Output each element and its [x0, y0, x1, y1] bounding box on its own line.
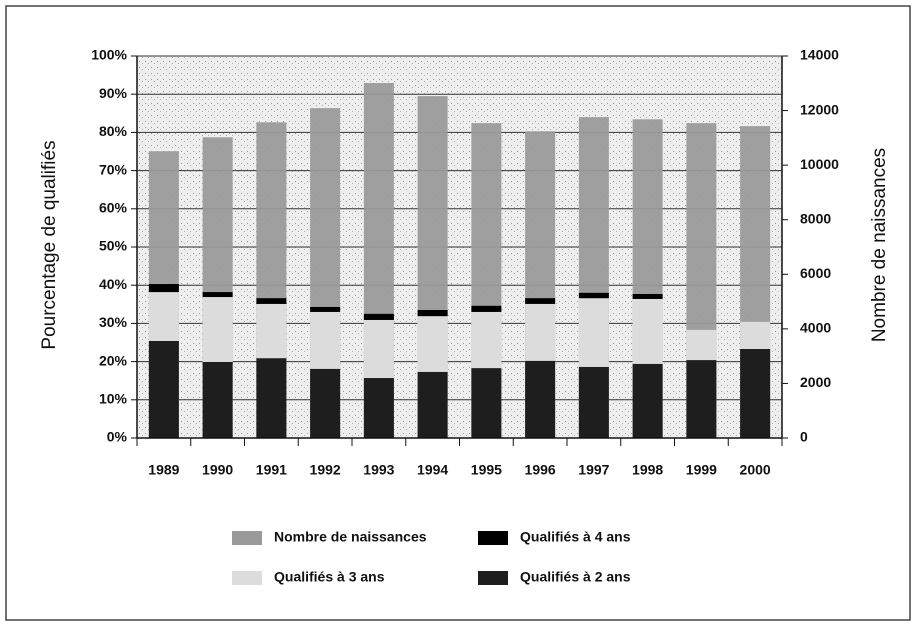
y-tick-label: 50% — [99, 238, 128, 254]
y-tick-label: 40% — [99, 276, 128, 292]
bar-segment — [686, 329, 717, 361]
bar-segment — [740, 348, 771, 438]
y2-tick-label: 6000 — [800, 265, 831, 281]
x-tick-label: 1998 — [632, 462, 663, 478]
bar-segment — [363, 378, 394, 438]
y-axis-title: Pourcentage de qualifiés — [39, 140, 60, 349]
bar-segment — [202, 361, 233, 438]
bar-segment — [310, 368, 341, 438]
bar-segment — [148, 340, 179, 438]
bar-segment — [256, 358, 287, 438]
bar-segment — [417, 310, 448, 317]
x-tick-label: 1995 — [471, 462, 502, 478]
x-tick-label: 1997 — [578, 462, 609, 478]
legend-swatch — [232, 531, 262, 545]
x-tick-label: 1996 — [525, 462, 556, 478]
bar-segment — [363, 313, 394, 320]
legend-label: Qualifiés à 2 ans — [520, 569, 631, 585]
y-tick-label: 100% — [91, 47, 127, 63]
bar-segment — [632, 293, 663, 299]
bar-segment — [417, 371, 448, 438]
y2-tick-label: 14000 — [800, 47, 839, 63]
y2-axis-title: Nombre de naissances — [869, 148, 890, 342]
legend-label: Qualifiés à 4 ans — [520, 529, 631, 545]
bar-segment — [256, 298, 287, 304]
y-tick-label: 30% — [99, 314, 128, 330]
bar-segment — [525, 360, 556, 438]
y2-tick-label: 4000 — [800, 320, 831, 336]
bar-segment — [148, 292, 179, 341]
bar-segment — [471, 305, 502, 312]
legend-swatch — [478, 571, 508, 585]
bar-segment — [578, 366, 609, 438]
bar-segment — [471, 368, 502, 438]
y-tick-label: 0% — [107, 429, 128, 445]
bar-segment — [632, 363, 663, 438]
x-tick-label: 1989 — [148, 462, 179, 478]
y-tick-label: 10% — [99, 391, 128, 407]
y-tick-label: 60% — [99, 200, 128, 216]
legend-swatch — [232, 571, 262, 585]
x-tick-label: 1994 — [417, 462, 448, 478]
bar-segment — [256, 303, 287, 359]
bar-segment — [310, 306, 341, 312]
bar-segment — [471, 311, 502, 369]
y-tick-label: 20% — [99, 352, 128, 368]
bar-segment — [686, 360, 717, 438]
bar-segment — [525, 303, 556, 361]
y-tick-label: 90% — [99, 85, 128, 101]
bar-segment — [578, 292, 609, 299]
y2-tick-label: 8000 — [800, 210, 831, 226]
bar-segment — [417, 316, 448, 372]
y2-tick-label: 12000 — [800, 101, 839, 117]
y-tick-label: 80% — [99, 123, 128, 139]
x-tick-label: 1999 — [686, 462, 717, 478]
bar-segment — [363, 319, 394, 379]
legend-label: Qualifiés à 3 ans — [274, 569, 385, 585]
bar-segment — [202, 297, 233, 362]
x-tick-label: 2000 — [740, 462, 771, 478]
bar-segment — [202, 292, 233, 298]
x-tick-label: 1992 — [310, 462, 341, 478]
bar-segment — [148, 284, 179, 293]
legend-label: Nombre de naissances — [274, 529, 427, 545]
y2-tick-label: 2000 — [800, 374, 831, 390]
bar-segment — [310, 311, 341, 369]
x-tick-label: 1991 — [256, 462, 287, 478]
legend-swatch — [478, 531, 508, 545]
bar-segment — [740, 321, 771, 349]
bar-segment — [578, 298, 609, 367]
y2-tick-label: 0 — [800, 429, 808, 445]
bar-segment — [525, 298, 556, 304]
x-tick-label: 1993 — [363, 462, 394, 478]
bar-segment — [632, 298, 663, 364]
y-tick-label: 70% — [99, 161, 128, 177]
y2-tick-label: 10000 — [800, 156, 839, 172]
x-tick-label: 1990 — [202, 462, 233, 478]
